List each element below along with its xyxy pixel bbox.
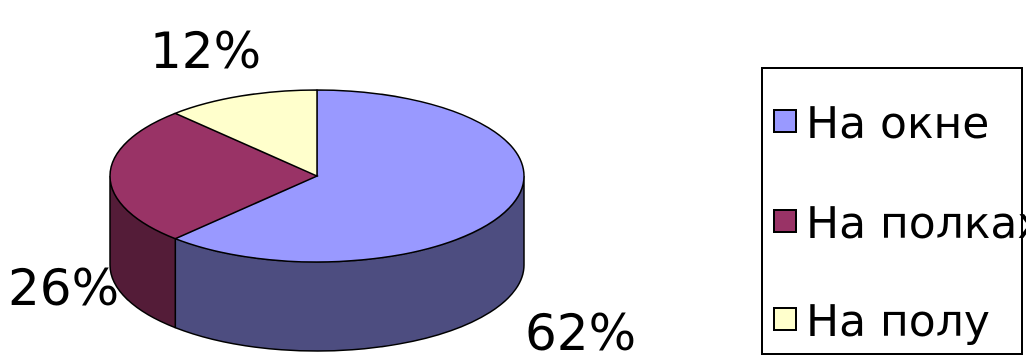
legend-swatch-na-okne [773, 109, 797, 133]
pie-group [109, 89, 525, 352]
legend-label-na-polu: На полу [806, 296, 990, 347]
legend-box [761, 67, 1023, 355]
legend-swatch-na-polu [773, 307, 797, 331]
pie-slice-na-polkah [109, 112, 319, 240]
data-label-na-polu: 12% [150, 22, 261, 80]
data-label-na-polkah: 26% [8, 259, 119, 317]
legend-label-na-okne: На окне [806, 98, 989, 149]
pie-slice-na-polu [173, 89, 318, 178]
data-label-na-okne: 62% [525, 304, 636, 361]
legend: На окне На полках На полу [761, 67, 1026, 355]
legend-label-na-polkah: На полках [806, 198, 1026, 249]
legend-swatch-na-polkah [773, 209, 797, 233]
pie-slice-na-okne [173, 89, 525, 263]
